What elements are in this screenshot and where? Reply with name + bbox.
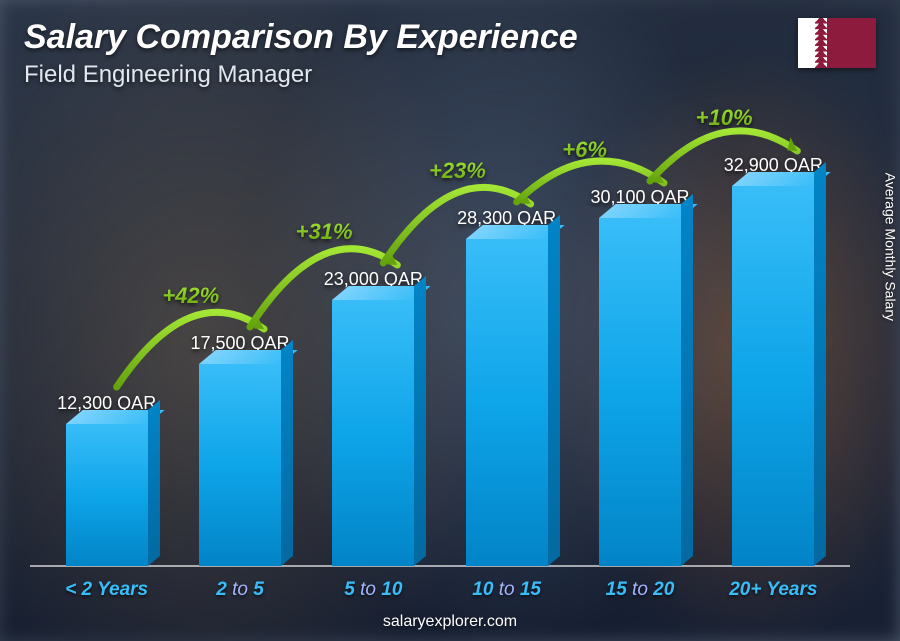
- footer-source: salaryexplorer.com: [0, 613, 900, 631]
- bar-group: 17,500 QAR: [173, 120, 306, 566]
- x-axis-label: 10 to 15: [440, 579, 573, 601]
- bar-group: 32,900 QAR: [707, 120, 840, 566]
- percentage-increase-label: +23%: [429, 158, 486, 184]
- x-axis-label: 20+ Years: [707, 579, 840, 601]
- percentage-increase-label: +6%: [562, 137, 607, 163]
- y-axis-label: Average Monthly Salary: [882, 172, 898, 320]
- chart-subtitle: Field Engineering Manager: [24, 61, 876, 89]
- bar: [199, 364, 281, 566]
- bar-group: 28,300 QAR: [440, 120, 573, 566]
- x-axis-labels: < 2 Years2 to 55 to 1010 to 1515 to 2020…: [40, 579, 840, 601]
- bar: [66, 424, 148, 566]
- bar: [599, 218, 681, 566]
- x-axis-label: 5 to 10: [307, 579, 440, 601]
- percentage-increase-label: +31%: [296, 219, 353, 245]
- chart-title: Salary Comparison By Experience: [24, 18, 876, 57]
- chart-area: 12,300 QAR17,500 QAR23,000 QAR28,300 QAR…: [40, 120, 840, 566]
- bar: [466, 239, 548, 566]
- percentage-increase-label: +42%: [162, 283, 219, 309]
- bar-group: 12,300 QAR: [40, 120, 173, 566]
- qatar-flag-icon: [798, 18, 876, 68]
- percentage-increase-label: +10%: [696, 105, 753, 131]
- header: Salary Comparison By Experience Field En…: [24, 18, 876, 89]
- x-axis-label: 15 to 20: [573, 579, 706, 601]
- bar-group: 30,100 QAR: [573, 120, 706, 566]
- x-axis-label: 2 to 5: [173, 579, 306, 601]
- x-axis-label: < 2 Years: [40, 579, 173, 601]
- bar: [732, 186, 814, 566]
- bar-group: 23,000 QAR: [307, 120, 440, 566]
- bar: [332, 300, 414, 566]
